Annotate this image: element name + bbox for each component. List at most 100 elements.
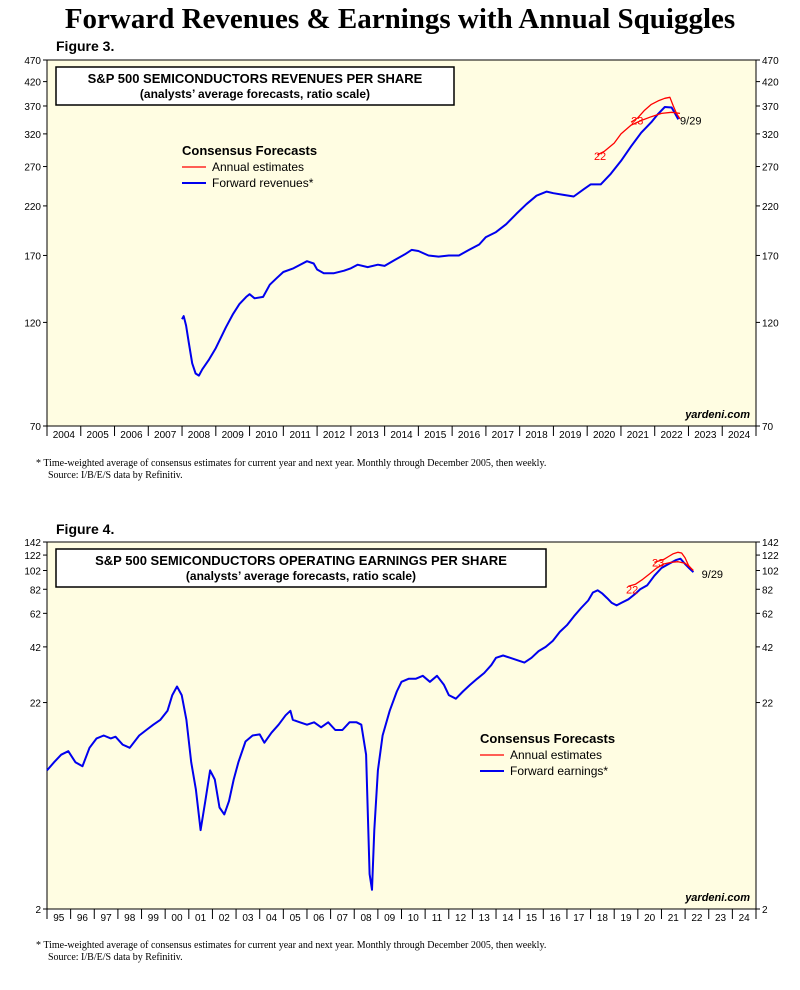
x-tick-label: 2018 [525, 430, 548, 441]
y-tick-label-right: 370 [762, 102, 779, 113]
y-tick-label-left: 102 [24, 566, 41, 577]
y-tick-label-right: 270 [762, 163, 779, 174]
x-tick-label: 95 [53, 913, 65, 924]
y-tick-label-left: 70 [30, 422, 42, 433]
y-tick-label-right: 42 [762, 643, 774, 654]
y-tick-label-left: 270 [24, 163, 41, 174]
x-tick-label: 07 [337, 913, 349, 924]
plot-area [46, 541, 757, 910]
figure-3-footnote: * Time-weighted average of consensus est… [36, 458, 546, 482]
x-tick-label: 2006 [120, 430, 143, 441]
y-tick-label-right: 102 [762, 566, 779, 577]
legend-label: Forward earnings* [510, 764, 608, 778]
y-tick-label-right: 82 [762, 585, 774, 596]
x-tick-label: 22 [691, 913, 703, 924]
y-tick-label-left: 470 [24, 56, 41, 67]
x-tick-label: 97 [101, 913, 113, 924]
annotation-label: 22 [594, 151, 606, 163]
series-line [654, 551, 693, 571]
y-tick-label-right: 22 [762, 699, 774, 710]
x-tick-label: 2022 [660, 430, 683, 441]
footnote-source: Source: I/B/E/S data by Refinitiv. [48, 952, 183, 963]
x-tick-label: 2019 [559, 430, 582, 441]
figure-4-label: Figure 4. [56, 521, 115, 537]
x-tick-label: 2010 [255, 430, 278, 441]
x-tick-label: 2023 [694, 430, 717, 441]
x-tick-label: 05 [290, 913, 302, 924]
x-tick-label: 21 [668, 913, 680, 924]
x-tick-label: 17 [573, 913, 585, 924]
y-tick-label-left: 320 [24, 130, 41, 141]
x-tick-label: 2008 [188, 430, 211, 441]
x-tick-label: 18 [597, 913, 609, 924]
y-tick-label-left: 170 [24, 251, 41, 262]
series-line [628, 561, 694, 587]
x-tick-label: 2021 [627, 430, 650, 441]
annotation-label: 9/29 [680, 116, 701, 128]
x-tick-label: 2024 [728, 430, 751, 441]
legend-title: Consensus Forecasts [480, 731, 615, 746]
x-tick-label: 03 [242, 913, 254, 924]
x-tick-label: 02 [219, 913, 231, 924]
footnote-source: Source: I/B/E/S data by Refinitiv. [48, 470, 183, 481]
y-tick-label-right: 122 [762, 551, 779, 562]
x-tick-label: 12 [455, 913, 467, 924]
y-tick-label-right: 420 [762, 78, 779, 89]
y-tick-label-left: 22 [30, 699, 42, 710]
annotation-label: 23 [652, 557, 664, 569]
x-tick-label: 2007 [154, 430, 177, 441]
series-line [46, 557, 695, 891]
x-tick-label: 2017 [492, 430, 515, 441]
x-tick-label: 2014 [390, 430, 413, 441]
y-tick-label-left: 370 [24, 102, 41, 113]
x-tick-label: 2011 [289, 430, 311, 441]
x-tick-label: 19 [620, 913, 632, 924]
x-tick-label: 04 [266, 913, 278, 924]
figure-4-footnote: * Time-weighted average of consensus est… [36, 940, 546, 964]
annotation-label: 23 [631, 116, 643, 128]
y-tick-label-left: 62 [30, 609, 42, 620]
x-tick-label: 2005 [87, 430, 110, 441]
source-watermark: yardeni.com [684, 409, 750, 421]
annotation-label: 22 [626, 584, 638, 596]
x-tick-label: 06 [313, 913, 325, 924]
legend-label: Annual estimates [510, 748, 602, 762]
y-tick-label-left: 122 [24, 551, 41, 562]
annotation-label: 9/29 [702, 569, 723, 581]
x-tick-label: 96 [77, 913, 89, 924]
y-tick-label-left: 120 [24, 318, 41, 329]
x-tick-label: 2012 [323, 430, 346, 441]
x-tick-label: 00 [171, 913, 183, 924]
x-tick-label: 16 [550, 913, 562, 924]
y-tick-label-right: 2 [762, 905, 768, 916]
chart-subtitle: (analysts’ average forecasts, ratio scal… [186, 569, 416, 583]
series-line [597, 111, 681, 156]
x-tick-label: 20 [644, 913, 656, 924]
x-tick-label: 99 [148, 913, 160, 924]
chart-subtitle: (analysts’ average forecasts, ratio scal… [140, 87, 370, 101]
y-tick-label-left: 82 [30, 585, 42, 596]
y-tick-label-right: 170 [762, 251, 779, 262]
legend-title: Consensus Forecasts [182, 143, 317, 158]
x-tick-label: 15 [526, 913, 538, 924]
footnote-text: * Time-weighted average of consensus est… [36, 940, 547, 951]
series-line [181, 106, 680, 377]
y-tick-label-left: 420 [24, 78, 41, 89]
legend-label: Annual estimates [212, 160, 304, 174]
y-tick-label-left: 220 [24, 202, 41, 213]
y-tick-label-left: 142 [24, 538, 41, 549]
y-tick-label-right: 120 [762, 318, 779, 329]
plot-area [46, 59, 757, 427]
figure-3-label: Figure 3. [56, 38, 115, 54]
x-tick-label: 14 [502, 913, 514, 924]
page-title: Forward Revenues & Earnings with Annual … [64, 3, 736, 35]
legend-label: Forward revenues* [212, 176, 314, 190]
chart-title-box [55, 548, 547, 588]
x-tick-label: 23 [715, 913, 727, 924]
figure-3-chart: 70 70 120 120 170 170 220 220 270 270 320 320 370 370… [24, 56, 779, 441]
x-tick-label: 13 [479, 913, 491, 924]
y-tick-label-right: 320 [762, 130, 779, 141]
y-tick-label-right: 142 [762, 538, 779, 549]
x-tick-label: 2009 [222, 430, 245, 441]
x-tick-label: 09 [384, 913, 396, 924]
